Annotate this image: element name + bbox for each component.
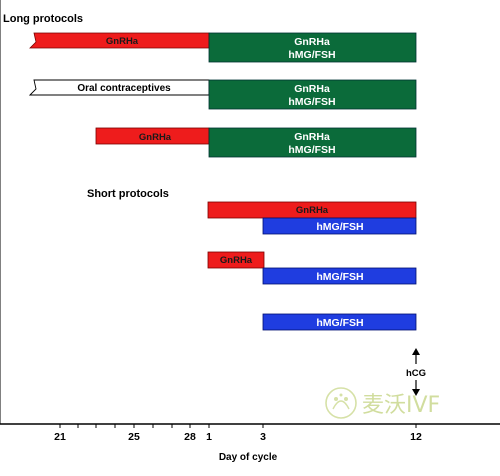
hmg-fsh-bar xyxy=(262,217,417,235)
gnrha-hmg-fsh-bar xyxy=(208,79,417,110)
oral-contraceptives-label: Oral contraceptives xyxy=(77,83,171,94)
tick-label-12: 12 xyxy=(410,431,422,443)
gnrha-bar xyxy=(207,251,265,269)
long-protocol-row-3: GnRHa GnRHa hMG/FSH xyxy=(95,127,417,158)
tick-label-25: 25 xyxy=(128,431,140,443)
green-bar-line1: GnRHa xyxy=(294,131,330,143)
hmg-fsh-bar xyxy=(262,267,417,285)
hmg-fsh-bar xyxy=(262,313,417,331)
tick-label-28: 28 xyxy=(184,431,196,443)
long-protocol-row-1: GnRHa GnRHa hMG/FSH xyxy=(29,32,417,63)
gnrha-bar xyxy=(29,32,210,49)
long-protocol-row-2: Oral contraceptives GnRHa hMG/FSH xyxy=(28,79,417,110)
tick-label-3: 3 xyxy=(260,431,266,443)
gnrha-bar-label: GnRHa xyxy=(139,132,172,143)
minor-ticks xyxy=(59,424,417,428)
x-axis: 21 25 28 1 3 12 Day of cycle xyxy=(0,0,500,463)
arrow-up-icon xyxy=(412,348,420,355)
short-protocol-row-1: GnRHa hMG/FSH xyxy=(207,201,417,235)
watermark-text: 麦沃IVF xyxy=(362,393,440,418)
watermark-circle-icon xyxy=(325,387,357,419)
hmg-fsh-bar-label: hMG/FSH xyxy=(316,271,363,283)
green-bar-line2: hMG/FSH xyxy=(288,96,335,108)
green-bar-line1: GnRHa xyxy=(294,83,330,95)
oral-contraceptives-bar xyxy=(28,79,210,96)
gnrha-bar-label: GnRHa xyxy=(220,255,253,266)
short-protocol-row-2: GnRHa hMG/FSH xyxy=(207,251,417,285)
watermark-logo: 麦沃IVF xyxy=(325,387,440,419)
gnrha-hmg-fsh-bar xyxy=(208,127,417,158)
hcg-trigger-marker: hCG xyxy=(406,348,426,396)
gnrha-bar-label: GnRHa xyxy=(296,205,329,216)
hcg-label: hCG xyxy=(406,368,426,379)
gnrha-hmg-fsh-bar xyxy=(208,32,417,63)
axis-title: Day of cycle xyxy=(219,452,278,463)
short-protocol-row-3: hMG/FSH xyxy=(262,313,417,331)
green-bar-line1: GnRHa xyxy=(294,36,330,48)
green-bar-line2: hMG/FSH xyxy=(288,49,335,61)
short-protocols-label: Short protocols xyxy=(87,188,169,200)
hmg-fsh-bar-label: hMG/FSH xyxy=(316,317,363,329)
arrow-down-icon xyxy=(412,389,420,396)
tick-label-21: 21 xyxy=(54,431,66,443)
long-protocols-label: Long protocols xyxy=(3,13,83,25)
tick-label-1: 1 xyxy=(206,431,212,443)
green-bar-line2: hMG/FSH xyxy=(288,144,335,156)
hmg-fsh-bar-label: hMG/FSH xyxy=(316,221,363,233)
gnrha-bar-label: GnRHa xyxy=(106,36,139,47)
